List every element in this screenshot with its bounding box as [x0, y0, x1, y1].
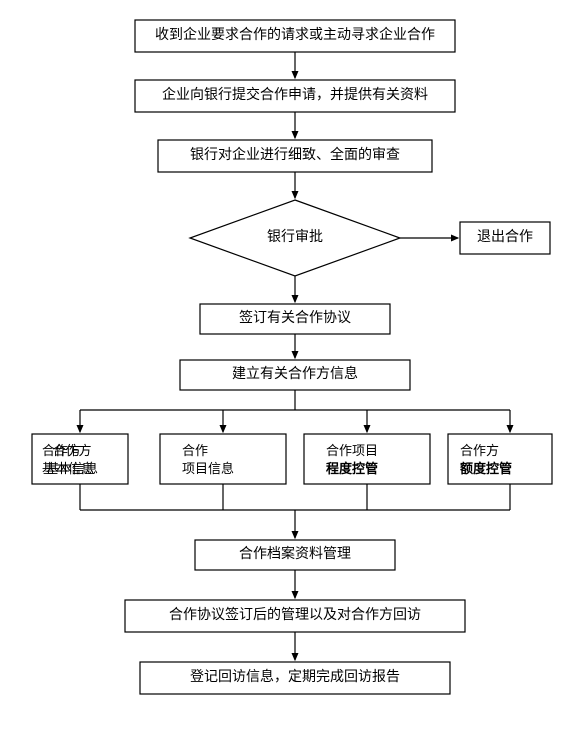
node-bank-approval-label: 银行审批: [267, 229, 323, 245]
n8b-line1: 合作: [182, 443, 208, 458]
node-archive-mgmt-label: 合作档案资料管理: [239, 545, 351, 562]
node-partner-basic-info: [32, 434, 128, 484]
node-submit-application-label: 企业向银行提交合作申请，并提供有关资料: [162, 86, 428, 103]
node-post-agreement-label: 合作协议签订后的管理以及对合作方回访: [169, 606, 421, 623]
n8a-line1: 合作方: [42, 443, 81, 458]
n8a-line2: 基本信息: [42, 461, 94, 476]
node-project-info: [160, 434, 286, 484]
node-register-visit-label: 登记回访信息，定期完成回访报告: [190, 668, 400, 685]
node-quota-control: [448, 434, 552, 484]
node-establish-info-label: 建立有关合作方信息: [232, 365, 358, 382]
node-receive-request-label: 收到企业要求合作的请求或主动寻求企业合作: [155, 26, 435, 43]
node-project-control: [304, 434, 430, 484]
node-bank-review-label: 银行对企业进行细致、全面的审查: [190, 146, 400, 163]
n8d-line2: 额度控管: [460, 461, 512, 476]
n8d-line1: 合作方: [460, 443, 499, 458]
n8c-line1: 合作项目: [326, 443, 378, 458]
node-sign-agreement-label: 签订有关合作协议: [239, 309, 351, 326]
n8c-line2: 程度控管: [326, 461, 378, 476]
n8b-line2: 项目信息: [182, 461, 234, 476]
flowchart-canvas: 收到企业要求合作的请求或主动寻求企业合作 企业向银行提交合作申请，并提供有关资料…: [0, 0, 573, 735]
node-exit-cooperation-label: 退出合作: [477, 229, 533, 245]
